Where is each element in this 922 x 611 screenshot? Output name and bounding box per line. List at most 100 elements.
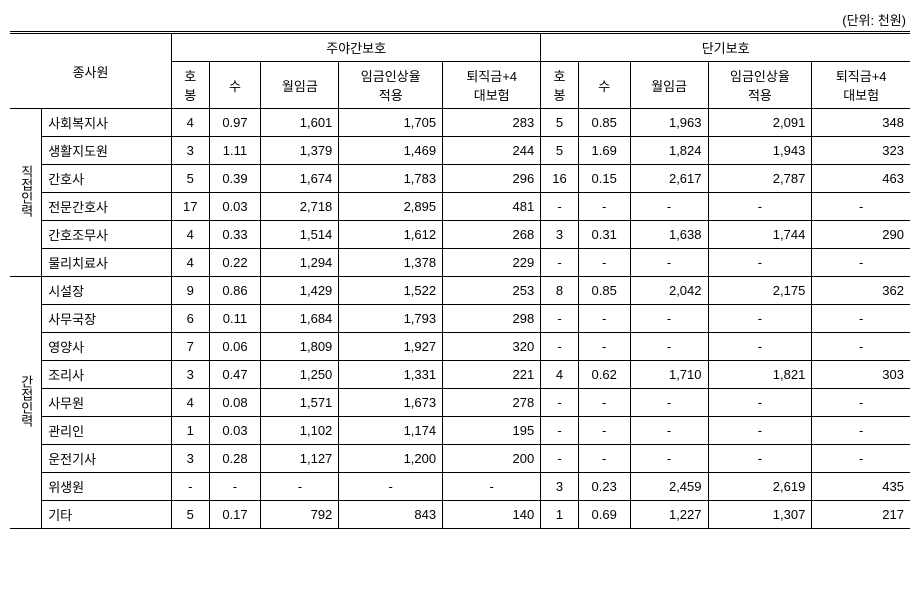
g1-su: 0.28 (209, 445, 261, 473)
g2-adj: 2,619 (708, 473, 812, 501)
header-staff: 종사원 (10, 33, 172, 109)
g2-ret: - (812, 389, 910, 417)
g2-hb: - (541, 249, 578, 277)
g1-adj: 1,378 (339, 249, 443, 277)
g1-hb: 1 (172, 417, 209, 445)
g2-su: - (578, 333, 630, 361)
g2-adj: - (708, 389, 812, 417)
g2-su: - (578, 193, 630, 221)
header-adj-g1: 임금인상율적용 (339, 62, 443, 109)
g2-wage: 1,824 (630, 137, 708, 165)
table-row: 영양사70.061,8091,927320----- (10, 333, 910, 361)
header-hb-g2: 호봉 (541, 62, 578, 109)
wage-table: 종사원 주야간보호 단기보호 호봉 수 월임금 임금인상율적용 퇴직금+4대보험… (10, 31, 910, 529)
category-indirect: 간접인력 (10, 277, 42, 529)
g1-ret: 298 (443, 305, 541, 333)
g1-su: 1.11 (209, 137, 261, 165)
g1-hb: 5 (172, 165, 209, 193)
role-cell: 시설장 (42, 277, 172, 305)
role-cell: 관리인 (42, 417, 172, 445)
g2-wage: - (630, 249, 708, 277)
role-cell: 운전기사 (42, 445, 172, 473)
g1-ret: 221 (443, 361, 541, 389)
table-row: 운전기사30.281,1271,200200----- (10, 445, 910, 473)
table-row: 생활지도원31.111,3791,46924451.691,8241,94332… (10, 137, 910, 165)
g1-wage: 1,102 (261, 417, 339, 445)
g2-ret: 362 (812, 277, 910, 305)
g2-hb: - (541, 193, 578, 221)
g2-ret: 323 (812, 137, 910, 165)
g2-wage: 1,638 (630, 221, 708, 249)
g1-su: 0.22 (209, 249, 261, 277)
header-su-g1: 수 (209, 62, 261, 109)
g1-hb: 17 (172, 193, 209, 221)
g2-hb: - (541, 305, 578, 333)
header-group2: 단기보호 (541, 33, 910, 62)
g1-wage: 1,684 (261, 305, 339, 333)
g2-adj: 1,744 (708, 221, 812, 249)
g1-ret: 253 (443, 277, 541, 305)
header-hb-g1: 호봉 (172, 62, 209, 109)
g1-adj: 1,469 (339, 137, 443, 165)
role-cell: 전문간호사 (42, 193, 172, 221)
g1-hb: 3 (172, 137, 209, 165)
g2-su: - (578, 417, 630, 445)
g1-su: 0.17 (209, 501, 261, 529)
g1-adj: 1,927 (339, 333, 443, 361)
g1-hb: 3 (172, 361, 209, 389)
g2-hb: 16 (541, 165, 578, 193)
table-row: 직접인력사회복지사40.971,6011,70528350.851,9632,0… (10, 109, 910, 137)
g2-ret: - (812, 305, 910, 333)
g1-ret: 278 (443, 389, 541, 417)
g2-wage: 2,459 (630, 473, 708, 501)
g1-adj: - (339, 473, 443, 501)
g2-wage: - (630, 305, 708, 333)
g1-wage: 1,601 (261, 109, 339, 137)
role-cell: 사무국장 (42, 305, 172, 333)
g1-ret: 320 (443, 333, 541, 361)
g1-wage: 1,250 (261, 361, 339, 389)
g1-su: 0.33 (209, 221, 261, 249)
g1-wage: 1,809 (261, 333, 339, 361)
g1-wage: 792 (261, 501, 339, 529)
g2-hb: - (541, 417, 578, 445)
g2-su: - (578, 305, 630, 333)
g1-ret: 268 (443, 221, 541, 249)
table-row: 간호사50.391,6741,783296160.152,6172,787463 (10, 165, 910, 193)
g1-su: 0.47 (209, 361, 261, 389)
g1-wage: 1,674 (261, 165, 339, 193)
role-cell: 위생원 (42, 473, 172, 501)
g2-ret: 435 (812, 473, 910, 501)
g2-ret: 348 (812, 109, 910, 137)
g1-su: 0.86 (209, 277, 261, 305)
table-row: 위생원-----30.232,4592,619435 (10, 473, 910, 501)
g1-hb: 4 (172, 249, 209, 277)
g1-su: 0.03 (209, 417, 261, 445)
role-cell: 간호사 (42, 165, 172, 193)
g1-hb: 4 (172, 389, 209, 417)
g2-hb: 5 (541, 137, 578, 165)
g1-adj: 1,793 (339, 305, 443, 333)
g2-hb: - (541, 333, 578, 361)
header-ret-g1: 퇴직금+4대보험 (443, 62, 541, 109)
g2-adj: - (708, 417, 812, 445)
g2-wage: 1,710 (630, 361, 708, 389)
table-row: 사무국장60.111,6841,793298----- (10, 305, 910, 333)
header-adj-g2: 임금인상율적용 (708, 62, 812, 109)
g1-wage: 2,718 (261, 193, 339, 221)
g1-wage: 1,514 (261, 221, 339, 249)
g2-wage: - (630, 193, 708, 221)
g2-wage: 2,617 (630, 165, 708, 193)
g2-wage: 1,963 (630, 109, 708, 137)
role-cell: 사회복지사 (42, 109, 172, 137)
g2-su: - (578, 389, 630, 417)
g2-adj: 1,943 (708, 137, 812, 165)
header-wage-g2: 월임금 (630, 62, 708, 109)
g2-adj: 2,175 (708, 277, 812, 305)
g2-hb: 3 (541, 221, 578, 249)
g1-ret: 229 (443, 249, 541, 277)
g1-wage: 1,429 (261, 277, 339, 305)
g2-su: 0.69 (578, 501, 630, 529)
g1-adj: 1,522 (339, 277, 443, 305)
g1-adj: 1,174 (339, 417, 443, 445)
